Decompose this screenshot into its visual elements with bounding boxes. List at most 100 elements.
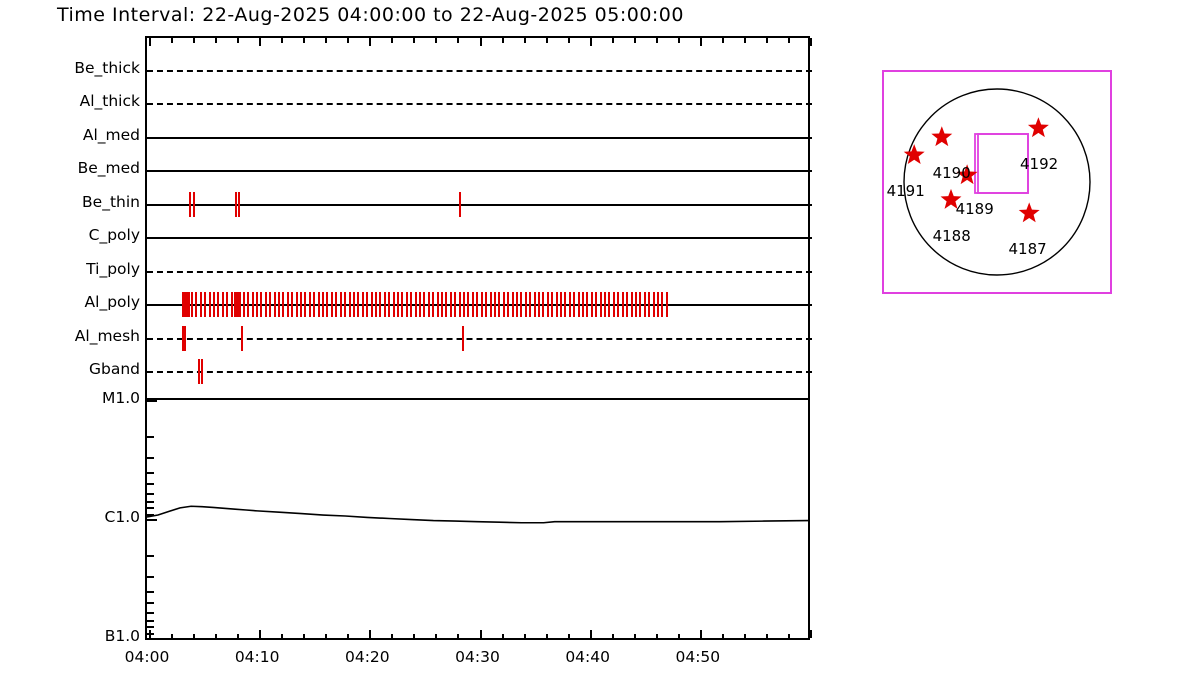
goes-y-tick-minor xyxy=(147,471,154,474)
filter-label-be_med: Be_med xyxy=(77,159,140,178)
solar-limb-circle xyxy=(903,88,1091,276)
obs-tick-al_poly xyxy=(182,292,187,318)
obs-tick-al_poly xyxy=(630,292,633,318)
obs-tick-al_poly xyxy=(304,292,307,318)
obs-tick-al_poly xyxy=(511,292,514,318)
goes-x-tick-minor xyxy=(633,634,636,638)
goes-y-tick-minor xyxy=(147,590,154,593)
filter-row-line-al_med xyxy=(147,136,812,139)
active-region-label-4192: 4192 xyxy=(1020,155,1059,174)
top-axis-tick xyxy=(721,38,724,43)
obs-tick-al_poly xyxy=(242,292,245,318)
goes-y-tick-label: B1.0 xyxy=(104,627,140,645)
obs-tick-al_poly xyxy=(648,292,651,318)
obs-tick-al_poly xyxy=(185,292,190,318)
top-axis-tick xyxy=(325,38,328,43)
obs-tick-al_poly xyxy=(317,292,320,318)
obs-tick-be_thin xyxy=(193,191,196,217)
obs-tick-al_poly xyxy=(383,292,386,318)
solar-disk-frame xyxy=(882,70,1112,294)
filter-row-line-be_med xyxy=(147,170,812,173)
obs-tick-al_poly xyxy=(277,292,280,318)
goes-y-tick-minor xyxy=(147,554,154,557)
filter-row-line-al_thick xyxy=(147,103,812,106)
obs-tick-al_poly xyxy=(626,292,629,318)
goes-y-tick-major xyxy=(147,519,157,521)
top-axis-tick xyxy=(677,38,680,43)
goes-x-tick-minor xyxy=(501,634,504,638)
goes-x-tick-label: 04:50 xyxy=(675,648,721,666)
goes-x-tick-label: 04:20 xyxy=(344,648,390,666)
obs-tick-al_poly xyxy=(295,292,298,318)
obs-tick-al_poly xyxy=(515,292,518,318)
obs-tick-al_poly xyxy=(221,292,224,318)
goes-y-tick-minor xyxy=(147,575,154,578)
obs-tick-al_poly xyxy=(273,292,276,318)
top-axis-tick xyxy=(523,38,526,43)
obs-tick-al_poly xyxy=(480,292,483,318)
goes-x-tick-major xyxy=(259,630,262,638)
obs-tick-al_poly xyxy=(230,292,233,318)
active-region-star-4191 xyxy=(903,144,925,165)
obs-tick-al_poly xyxy=(643,292,646,318)
obs-tick-al_poly xyxy=(537,292,540,318)
obs-tick-al_poly xyxy=(204,292,207,318)
goes-y-tick-minor xyxy=(147,500,154,503)
goes-x-tick-minor xyxy=(435,634,438,638)
obs-tick-al_poly xyxy=(401,292,404,318)
obs-tick-al_poly xyxy=(507,292,510,318)
obs-tick-al_poly xyxy=(234,292,239,318)
obs-tick-al_poly xyxy=(251,292,254,318)
obs-tick-al_poly xyxy=(617,292,620,318)
filter-label-be_thin: Be_thin xyxy=(82,192,140,211)
obs-tick-al_poly xyxy=(604,292,607,318)
top-axis-tick xyxy=(810,38,812,46)
obs-tick-al_poly xyxy=(493,292,496,318)
obs-tick-al_poly xyxy=(344,292,347,318)
goes-x-tick-minor xyxy=(347,634,350,638)
goes-x-tick-minor xyxy=(655,634,658,638)
obs-tick-be_thin xyxy=(188,191,191,217)
goes-x-tick-label: 04:10 xyxy=(234,648,280,666)
top-axis-tick xyxy=(699,38,702,46)
obs-tick-al_poly xyxy=(313,292,316,318)
goes-y-tick-label: M1.0 xyxy=(101,389,140,407)
obs-tick-al_mesh xyxy=(182,325,187,351)
filter-label-gband: Gband xyxy=(88,360,140,379)
obs-tick-al_poly xyxy=(374,292,377,318)
goes-x-tick-minor xyxy=(391,634,394,638)
obs-tick-al_poly xyxy=(247,292,250,318)
obs-tick-al_poly xyxy=(322,292,325,318)
obs-tick-al_poly xyxy=(190,292,193,318)
filter-timeline-panel xyxy=(145,36,812,398)
obs-tick-al_poly xyxy=(489,292,492,318)
active-region-label-4190: 4190 xyxy=(932,164,971,183)
goes-y-tick-minor xyxy=(147,513,154,516)
obs-tick-al_poly xyxy=(330,292,333,318)
obs-tick-al_poly xyxy=(208,292,211,318)
obs-tick-al_poly xyxy=(199,292,202,318)
obs-tick-al_poly xyxy=(612,292,615,318)
active-region-label-4187: 4187 xyxy=(1008,240,1047,259)
obs-tick-al_poly xyxy=(269,292,272,318)
obs-tick-al_mesh xyxy=(240,325,243,351)
obs-tick-al_poly xyxy=(410,292,413,318)
goes-x-tick-minor xyxy=(611,634,614,638)
top-axis-tick xyxy=(589,38,592,46)
obs-tick-al_poly xyxy=(458,292,461,318)
obs-tick-al_poly xyxy=(551,292,554,318)
obs-tick-al_poly xyxy=(577,292,580,318)
goes-flux-panel xyxy=(145,398,812,640)
obs-tick-al_poly xyxy=(423,292,426,318)
obs-tick-gband xyxy=(197,359,200,385)
obs-tick-be_thin xyxy=(238,191,241,217)
solar-disk-panel: 4192 4190 4191 4189 4188 4187 xyxy=(882,70,1112,294)
obs-tick-al_mesh xyxy=(461,325,464,351)
goes-x-tick-major xyxy=(149,630,151,638)
obs-tick-al_poly xyxy=(392,292,395,318)
top-axis-tick xyxy=(413,38,416,43)
goes-x-tick-label: 04:40 xyxy=(565,648,610,666)
top-axis-tick xyxy=(149,38,151,46)
filter-label-ti_poly: Ti_poly xyxy=(86,259,140,278)
